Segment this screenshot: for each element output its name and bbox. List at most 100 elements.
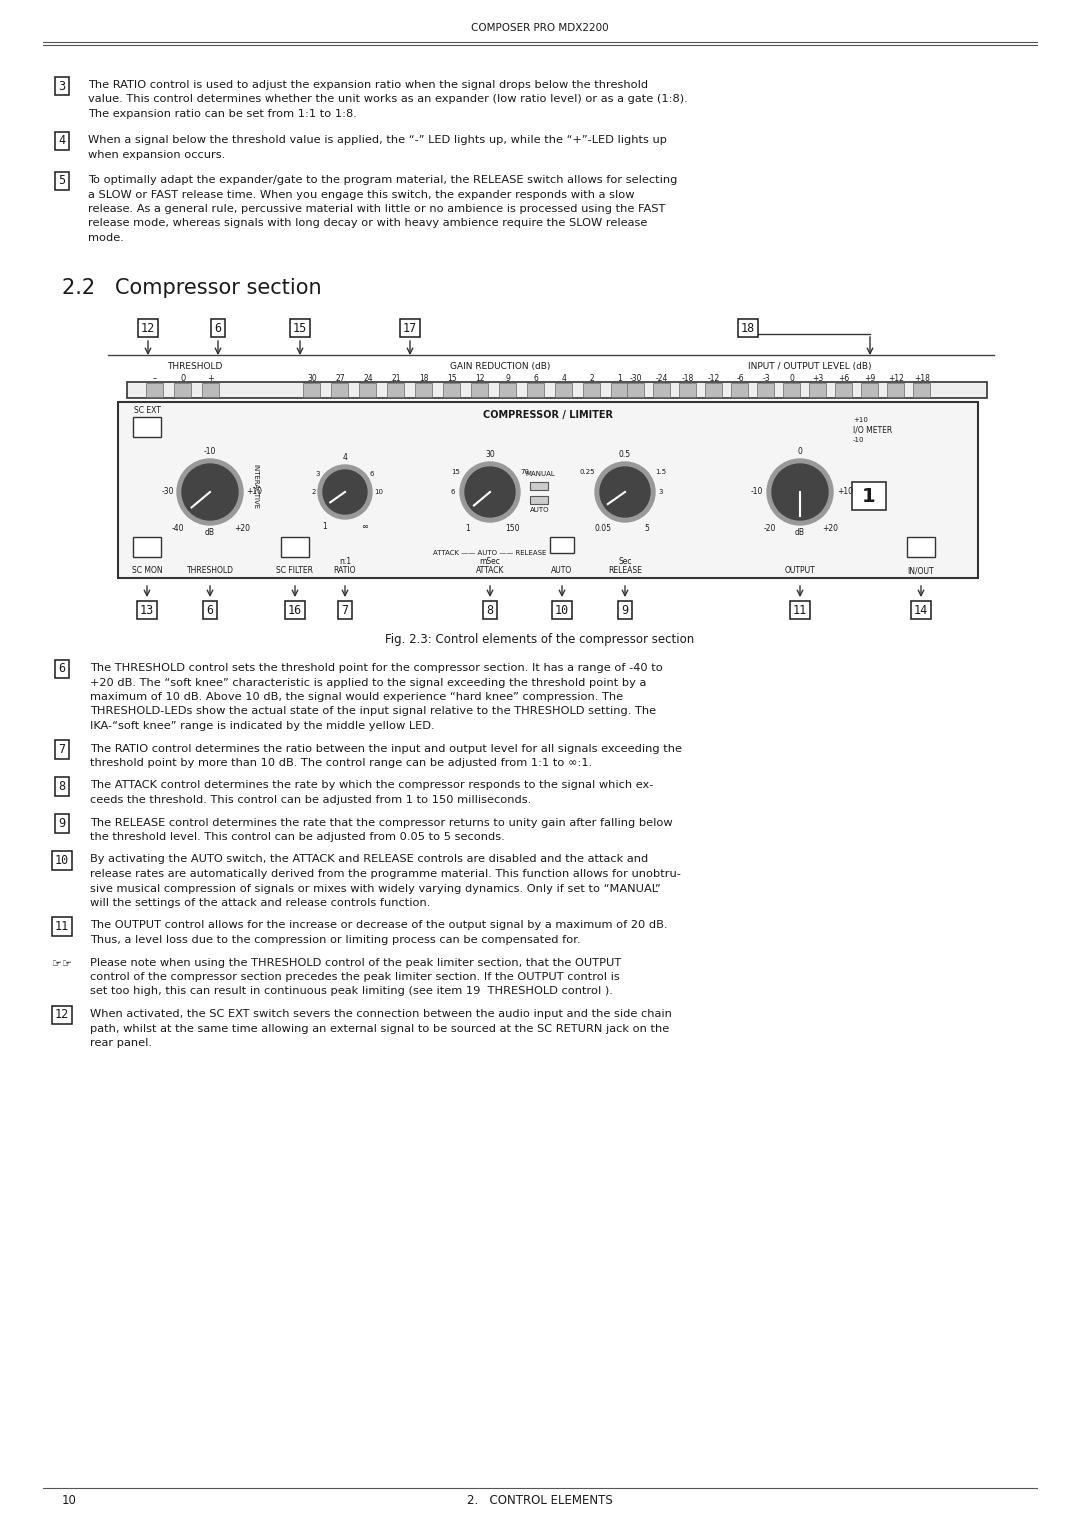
- Text: 12: 12: [475, 374, 485, 384]
- Text: 6: 6: [215, 321, 221, 335]
- Text: 18: 18: [419, 374, 429, 384]
- Bar: [852, 481, 886, 510]
- Text: 8: 8: [58, 779, 66, 793]
- Bar: [913, 384, 930, 397]
- Text: mode.: mode.: [87, 232, 124, 243]
- Bar: [835, 384, 852, 397]
- Bar: [202, 384, 219, 397]
- Text: 150: 150: [504, 524, 519, 533]
- Bar: [174, 384, 191, 397]
- Text: 2.   CONTROL ELEMENTS: 2. CONTROL ELEMENTS: [468, 1493, 612, 1507]
- Text: I/O METER: I/O METER: [853, 425, 892, 434]
- Text: 4: 4: [342, 452, 348, 461]
- Bar: [127, 382, 987, 397]
- Text: 6: 6: [370, 471, 375, 477]
- Text: AUTO: AUTO: [530, 507, 550, 513]
- Text: release mode, whereas signals with long decay or with heavy ambience require the: release mode, whereas signals with long …: [87, 219, 647, 229]
- Text: 6: 6: [206, 604, 214, 616]
- Text: set too high, this can result in continuous peak limiting (see item 19  THRESHOL: set too high, this can result in continu…: [90, 987, 612, 996]
- Text: dB: dB: [205, 529, 215, 536]
- Text: When activated, the SC EXT switch severs the connection between the audio input : When activated, the SC EXT switch severs…: [90, 1008, 672, 1019]
- Bar: [359, 384, 376, 397]
- Bar: [887, 384, 904, 397]
- Text: n:1: n:1: [339, 558, 351, 565]
- Bar: [527, 384, 544, 397]
- Text: will the settings of the attack and release controls function.: will the settings of the attack and rele…: [90, 898, 430, 908]
- Text: 5: 5: [58, 174, 66, 188]
- Text: ∞: ∞: [362, 523, 368, 532]
- Text: Sec: Sec: [618, 558, 632, 565]
- Text: +10: +10: [246, 487, 262, 497]
- Circle shape: [183, 465, 238, 520]
- Circle shape: [460, 461, 519, 523]
- Text: OUTPUT: OUTPUT: [785, 565, 815, 575]
- Text: By activating the AUTO switch, the ATTACK and RELEASE controls are disabled and : By activating the AUTO switch, the ATTAC…: [90, 854, 648, 865]
- Text: 17: 17: [403, 321, 417, 335]
- Text: -10: -10: [853, 437, 864, 443]
- Text: release rates are automatically derived from the programme material. This functi: release rates are automatically derived …: [90, 869, 680, 879]
- Text: 9: 9: [505, 374, 511, 384]
- Text: 10: 10: [55, 854, 69, 866]
- Text: path, whilst at the same time allowing an external signal to be sourced at the S: path, whilst at the same time allowing a…: [90, 1024, 670, 1033]
- Text: rear panel.: rear panel.: [90, 1038, 152, 1048]
- Text: 0.05: 0.05: [594, 524, 611, 533]
- Text: 6: 6: [534, 374, 539, 384]
- Text: MANUAL: MANUAL: [525, 471, 555, 477]
- Text: -30: -30: [630, 374, 643, 384]
- Text: 15: 15: [293, 321, 307, 335]
- Circle shape: [600, 468, 650, 516]
- Text: Please note when using the THRESHOLD control of the peak limiter section, that t: Please note when using the THRESHOLD con…: [90, 958, 621, 967]
- Text: 1: 1: [323, 523, 327, 532]
- Text: +20: +20: [822, 524, 838, 533]
- Text: -30: -30: [162, 487, 174, 497]
- Text: dB: dB: [795, 529, 805, 536]
- Text: -20: -20: [764, 524, 777, 533]
- Bar: [550, 536, 573, 553]
- Text: 12: 12: [140, 321, 156, 335]
- Bar: [133, 417, 161, 437]
- Text: 1: 1: [465, 524, 471, 533]
- Circle shape: [767, 458, 833, 526]
- Text: THRESHOLD: THRESHOLD: [187, 565, 233, 575]
- Text: SC FILTER: SC FILTER: [276, 565, 313, 575]
- Text: The RATIO control determines the ratio between the input and output level for al: The RATIO control determines the ratio b…: [90, 744, 681, 753]
- Text: 0.5: 0.5: [619, 451, 631, 458]
- Bar: [731, 384, 748, 397]
- Text: 10: 10: [62, 1493, 77, 1507]
- Text: 0: 0: [797, 448, 802, 455]
- Text: ATTACK —— AUTO —— RELEASE: ATTACK —— AUTO —— RELEASE: [433, 550, 546, 556]
- Circle shape: [318, 465, 372, 520]
- Text: AUTO: AUTO: [552, 565, 572, 575]
- Text: mSec: mSec: [480, 558, 500, 565]
- Bar: [415, 384, 432, 397]
- Text: sive musical compression of signals or mixes with widely varying dynamics. Only : sive musical compression of signals or m…: [90, 883, 661, 894]
- Text: 30: 30: [485, 451, 495, 458]
- Bar: [330, 384, 348, 397]
- Bar: [809, 384, 826, 397]
- Bar: [387, 384, 404, 397]
- Text: The ATTACK control determines the rate by which the compressor responds to the s: The ATTACK control determines the rate b…: [90, 781, 653, 790]
- Text: 3: 3: [58, 79, 66, 93]
- Bar: [281, 536, 309, 558]
- Circle shape: [772, 465, 828, 520]
- Circle shape: [177, 458, 243, 526]
- Bar: [471, 384, 488, 397]
- Text: ceeds the threshold. This control can be adjusted from 1 to 150 milliseconds.: ceeds the threshold. This control can be…: [90, 795, 531, 805]
- Bar: [499, 384, 516, 397]
- Bar: [530, 481, 548, 490]
- Text: 6: 6: [58, 663, 66, 675]
- Text: 11: 11: [55, 920, 69, 934]
- Text: ATTACK: ATTACK: [476, 565, 504, 575]
- Bar: [679, 384, 696, 397]
- Text: When a signal below the threshold value is applied, the “-” LED lights up, while: When a signal below the threshold value …: [87, 134, 667, 145]
- Text: SC EXT: SC EXT: [134, 406, 161, 416]
- Text: INPUT / OUTPUT LEVEL (dB): INPUT / OUTPUT LEVEL (dB): [748, 362, 872, 371]
- Text: control of the compressor section precedes the peak limiter section. If the OUTP: control of the compressor section preced…: [90, 972, 620, 983]
- Text: 4: 4: [562, 374, 566, 384]
- Text: -40: -40: [172, 524, 185, 533]
- Bar: [783, 384, 800, 397]
- Text: THRESHOLD-LEDs show the actual state of the input signal relative to the THRESHO: THRESHOLD-LEDs show the actual state of …: [90, 706, 657, 717]
- Text: 2: 2: [312, 489, 316, 495]
- Bar: [705, 384, 723, 397]
- Text: The RELEASE control determines the rate that the compressor returns to unity gai: The RELEASE control determines the rate …: [90, 817, 673, 828]
